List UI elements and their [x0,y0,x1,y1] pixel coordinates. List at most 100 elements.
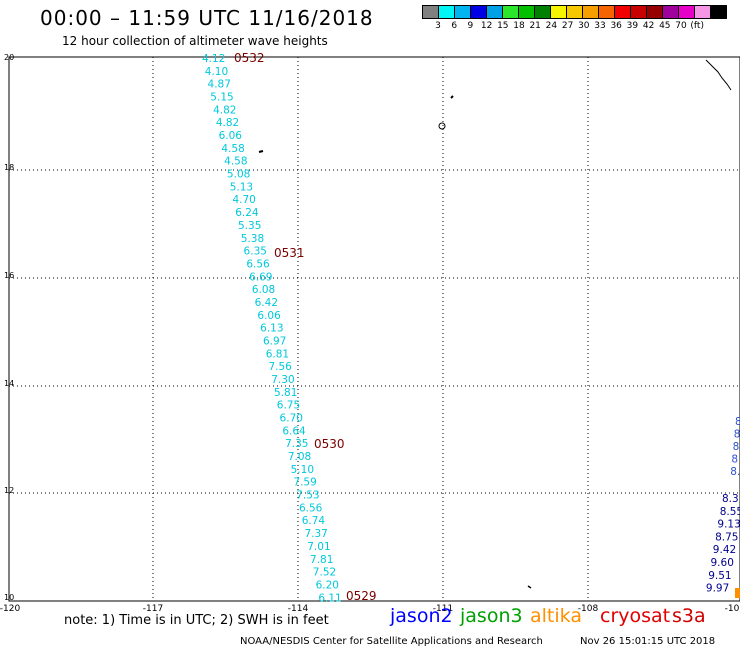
wave-height-label: 9.13 [717,519,740,531]
color-scale-label: 42 [642,21,655,31]
wave-height-label: 6.56 [246,258,270,270]
color-scale-label: 70 [675,21,687,31]
color-scale-label: (ft) [690,21,704,31]
wave-height-label: 5.13 [230,181,253,193]
wave-height-label: 6.13 [260,323,283,335]
wave-height-label: 7.37 [304,528,327,540]
wave-height-label: 6.11 [318,592,341,604]
wave-height-label: 4.12 [202,53,225,65]
time-marker-label: 0529 [346,589,377,603]
x-tick-label: -111 [433,604,453,614]
island-dot [450,95,454,99]
map-title: 00:00 – 11:59 UTC 11/16/2018 [40,6,374,30]
wave-height-label-partial: 8 [733,441,740,453]
wave-height-label: 7.01 [307,541,330,553]
legend-jason3: jason3 [460,605,523,627]
wave-height-label: 6.06 [257,310,281,322]
wave-height-label: 5.15 [210,92,233,104]
wave-height-label: 6.69 [249,271,272,283]
y-tick-label: 20 [4,53,14,62]
color-scale-label: 45 [659,21,671,31]
wave-height-label: 7.52 [313,567,336,579]
map-subtitle: 12 hour collection of altimeter wave hei… [62,34,328,48]
credit-text: NOAA/NESDIS Center for Satellite Applica… [240,636,543,647]
wave-height-label: 7.35 [285,438,308,450]
x-tick-label: -10 [725,604,740,614]
wave-height-label: 5.35 [238,220,261,232]
altika-partial-mark [735,588,740,598]
color-scale-label: 18 [513,21,525,31]
wave-height-label-partial: 8 [731,454,738,466]
legend-altika: altika [530,605,582,627]
time-marker-label: 0532 [234,51,265,65]
wave-height-label: 6.56 [299,502,323,514]
wave-height-label: 6.74 [302,515,326,527]
coastline-path [705,59,732,91]
wave-height-label: 7.56 [268,361,292,373]
x-tick-label: -120 [0,604,20,614]
wave-height-label: 6.81 [266,348,289,360]
wave-height-label: 9.42 [713,544,736,556]
color-scale-label: 36 [610,21,622,31]
wave-height-label: 7.59 [293,477,316,489]
legend-s3a: s3a [672,605,706,627]
wave-height-label-partial: 8 [735,416,740,428]
legend-jason2: jason2 [390,605,453,627]
timestamp-text: Nov 26 15:01:15 UTC 2018 [580,636,716,647]
wave-height-label: 4.70 [232,194,255,206]
wave-height-label: 5.81 [274,387,297,399]
color-scale-label: 27 [561,21,574,31]
color-scale-label: 24 [545,21,558,31]
wave-height-label: 7.53 [296,490,319,502]
wave-height-label-partial: 8.1 [730,466,740,478]
color-scale-label: 30 [578,21,590,31]
color-scale-label: 39 [626,21,639,31]
wave-height-label: 9.60 [711,557,734,569]
wave-height-label-partial: 8 [734,429,740,441]
color-scale [422,5,727,19]
x-tick-label: -108 [578,604,599,614]
wave-height-label: 4.87 [208,79,231,91]
y-axis-labels: 20 18 16 14 12 10 [4,53,14,602]
wave-height-label: 6.08 [252,284,275,296]
y-tick-label: 16 [4,271,14,280]
island-dot [258,150,264,153]
grid-lines [9,57,740,601]
wave-height-track-main: 4.124.104.875.154.824.826.064.584.585.08… [202,53,342,604]
wave-height-label: 6.42 [255,297,278,309]
color-scale-label: 33 [594,21,606,31]
wave-height-label: 6.24 [235,207,259,219]
color-scale-label: 6 [451,21,458,31]
y-tick-label: 14 [4,379,14,388]
x-axis-labels: -120 -117 -114 -111 -108 -10 [0,604,740,614]
wave-height-label: 6.97 [263,335,286,347]
time-marker-label: 0530 [314,437,345,451]
wave-height-label: 4.82 [216,117,239,129]
wave-height-label: 5.08 [227,169,250,181]
wave-height-label: 8.75 [715,531,738,543]
wave-height-label: 4.10 [205,66,228,78]
color-swatch-18 [710,5,727,19]
wave-height-label: 7.30 [271,374,294,386]
color-scale-labels: 3 6 9 12 15 18 21 24 27 30 33 36 39 42 45 70 (ft) [422,21,740,33]
island-dot [527,585,532,589]
y-tick-label: 10 [4,593,14,602]
y-tick-label: 18 [4,163,14,172]
wave-height-label: 5.38 [241,233,264,245]
wave-height-label: 4.58 [224,156,247,168]
island-outline [438,122,446,130]
map-note: note: 1) Time is in UTC; 2) SWH is in fe… [64,613,329,628]
wave-height-label: 6.35 [244,246,267,258]
wave-height-label: 8.55 [720,506,740,518]
wave-height-label: 7.81 [310,554,333,566]
wave-height-label: 9.51 [708,570,731,582]
wave-height-label: 5.10 [291,464,314,476]
wave-height-label: 7.08 [288,451,311,463]
legend-cryosat: cryosat [600,605,671,627]
wave-height-label: 6.20 [316,579,339,591]
color-scale-label: 3 [435,21,441,31]
wave-height-label: 4.82 [213,104,236,116]
x-tick-label: -117 [143,604,163,614]
map-frame [8,56,740,602]
